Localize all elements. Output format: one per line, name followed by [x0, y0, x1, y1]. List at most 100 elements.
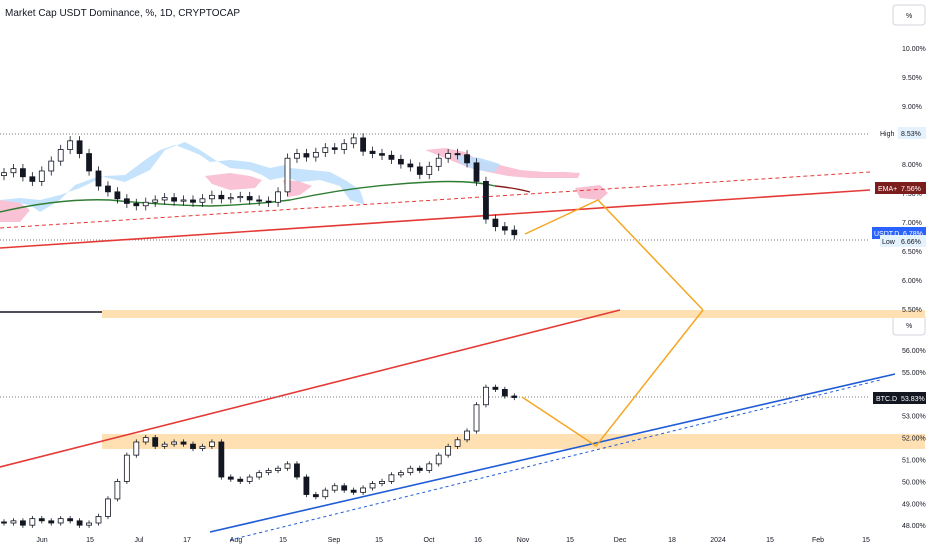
btc-candle	[265, 467, 272, 476]
usdt-candle-body	[265, 200, 272, 203]
btc-candle-body	[152, 437, 159, 447]
btc-candle	[123, 452, 130, 485]
btc-candle	[360, 485, 367, 495]
top-y-tick-label: 7.50%	[902, 191, 922, 198]
ema-tag: EMA+ 7.56%	[875, 182, 926, 194]
btc-candle-body	[237, 478, 244, 482]
usdt-candle	[76, 136, 83, 159]
top-unit-label: %	[906, 13, 912, 20]
btc-candle-body	[265, 470, 272, 474]
btc-candle-body	[67, 518, 74, 522]
usdt-candle	[171, 193, 178, 206]
btc-candle	[57, 516, 64, 526]
btc-candle	[397, 470, 404, 478]
btc-symbol-tag: BTC.D 53.83%	[873, 392, 926, 404]
ema-tag-label: EMA+	[878, 186, 897, 193]
x-tick-label: Oct	[424, 537, 435, 544]
bottom-y-tick-label: 52.00%	[902, 436, 926, 443]
usdt-candle-body	[152, 199, 159, 203]
usdt-candle-body	[57, 149, 64, 162]
usdt-candle	[464, 150, 470, 168]
btc-candle-body	[208, 441, 215, 447]
usdt-candle	[312, 147, 319, 162]
btc-candle-body	[57, 518, 64, 524]
usdt-candle	[511, 225, 518, 240]
usdt-candle-body	[86, 153, 92, 172]
usdt-candle-body	[95, 170, 102, 187]
btc-candle-body	[388, 474, 395, 482]
btc-candle-body	[76, 520, 83, 526]
btc-candle-body	[416, 467, 423, 471]
btc-candle	[19, 518, 26, 528]
usdt-candle-body	[19, 168, 26, 178]
usdt-candle-body	[294, 153, 300, 159]
x-tick-label: 15	[375, 537, 383, 544]
btc-symbol-tag-box	[873, 392, 926, 404]
top-y-axis: 10.00%9.50%9.00%8.50%8.00%7.50%7.00%6.50…	[902, 46, 926, 314]
btc-candle-body	[123, 454, 130, 482]
usdt-candle	[397, 154, 404, 169]
usdt-candle-body	[284, 157, 291, 193]
btc-candle-body	[492, 386, 499, 390]
usdt-candle	[416, 162, 423, 180]
x-axis: Jun 15 Jul 17 Aug 15 Sep 15 Oct 16 Nov 15 Dec 18 2024 1…	[36, 537, 870, 544]
btc-candle	[294, 461, 300, 480]
usdt-pane	[0, 133, 871, 311]
usdt-candle-body	[426, 165, 433, 175]
chart-title: Market Cap USDT Dominance, %, 1D, CRYPTO…	[5, 8, 240, 19]
usdt-candle-body	[483, 180, 489, 220]
usdt-candle-body	[133, 203, 140, 207]
btc-candle	[379, 478, 385, 487]
btc-candle-body	[29, 518, 36, 526]
ema-tag-box	[875, 182, 926, 194]
btc-candle	[1, 519, 7, 526]
usdt-candle-body	[190, 199, 196, 203]
btc-candle-body	[464, 430, 470, 441]
btc-candle	[105, 496, 111, 520]
usdt-candle	[435, 153, 442, 171]
btc-candle-body	[1, 521, 7, 524]
usdt-candle-body	[416, 166, 423, 175]
usdt-candle	[237, 191, 244, 203]
btc-candle-body	[190, 443, 196, 449]
x-tick-label: Nov	[517, 537, 530, 544]
usdt-candle	[454, 148, 461, 160]
x-tick-label: 15	[279, 537, 287, 544]
low-tag: Low 6.66%	[880, 235, 926, 247]
btc-candle-body	[350, 489, 357, 493]
x-tick-label: 17	[183, 537, 191, 544]
top-unit-selector[interactable]: %	[892, 4, 926, 26]
btc-symbol-tag-label: BTC.D	[876, 396, 897, 403]
btc-candle	[369, 480, 376, 491]
usdt-candle	[379, 148, 385, 160]
btc-candle-body	[294, 463, 300, 478]
usdt-candle-body	[379, 153, 385, 156]
btc-pane	[0, 309, 925, 541]
usdt-candle	[227, 193, 234, 204]
usdt-candle	[407, 159, 414, 172]
btc-candle-body	[369, 483, 376, 489]
low-tag-value: 6.66%	[901, 239, 921, 246]
usdt-candle	[341, 139, 348, 155]
top-y-tick-label: 6.50%	[902, 249, 922, 256]
usdt-candle-body	[10, 168, 17, 174]
usdt-candle-body	[435, 157, 442, 167]
x-tick-label: 2024	[710, 537, 726, 544]
usdt-candle-body	[360, 137, 367, 152]
usdt-candle-body	[388, 154, 395, 160]
usdt-candle	[133, 198, 140, 211]
btc-candle-body	[142, 437, 149, 443]
low-tag-label: Low	[882, 239, 896, 246]
btc-candle	[133, 439, 140, 458]
btc-candle	[48, 518, 55, 526]
btc-candle-body	[275, 467, 281, 471]
bottom-y-tick-label: 50.00%	[902, 479, 926, 486]
usdt-candle-body	[171, 197, 178, 202]
usdt-candle	[48, 156, 55, 176]
usdt-candle-body	[199, 198, 206, 203]
usdt-candle-body	[67, 140, 74, 150]
btc-candle-body	[105, 498, 111, 517]
usdt-candle-body	[303, 153, 310, 158]
usdt-candle	[294, 148, 300, 163]
